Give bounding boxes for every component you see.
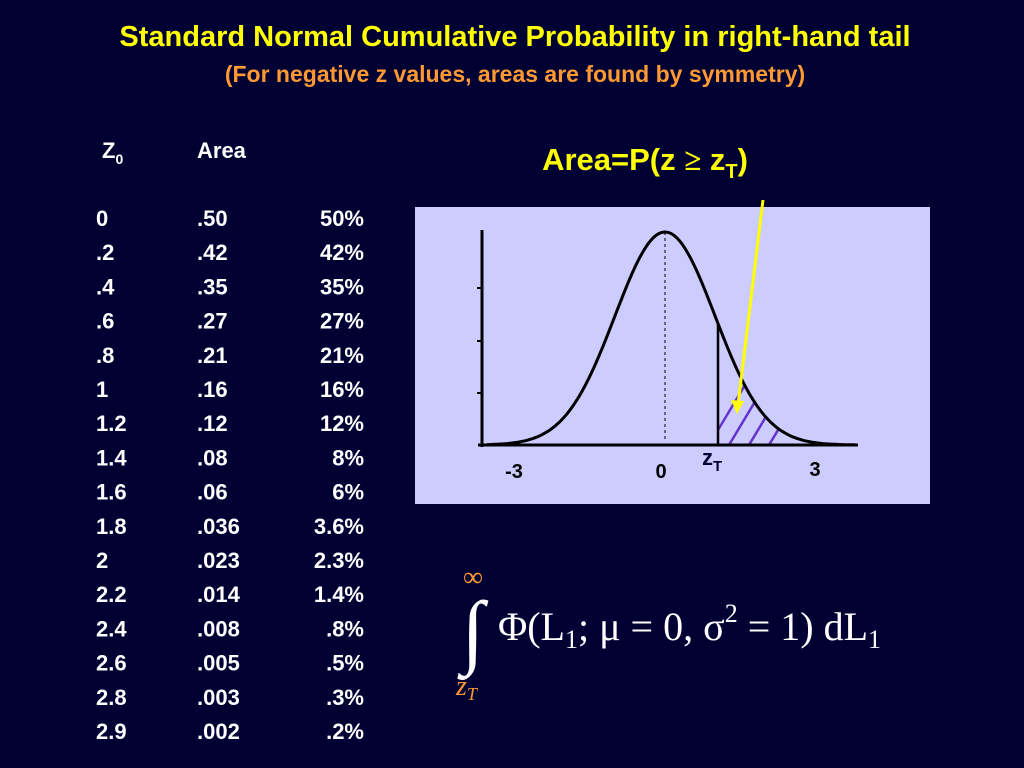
f-b-sup: 2 [725,599,738,628]
diagram-label: Area=P(z ≥ zT) [542,142,748,183]
z-cell: 2.9 [96,719,127,744]
percent-cell: 50% [320,206,364,231]
zt-z: z [702,445,713,470]
z-cell: .6 [96,309,114,334]
area-cell: .21 [197,343,228,368]
axis-label-right: 3 [809,459,820,481]
area-cell: .08 [197,445,228,470]
z-cell: 2.2 [96,582,127,607]
area-header: Area [197,138,247,163]
integrand: Φ(L1; μ = 0, σ2 = 1) dL1 [498,599,881,654]
percent-cell: 3.6% [314,514,364,539]
lower-sub: T [467,684,479,704]
z-cell: 0 [96,206,108,231]
area-cell: .42 [197,240,228,265]
area-cell: .12 [197,411,228,436]
percent-cell: 1.4% [314,582,364,607]
z-cell: 1 [96,377,108,402]
normal-curve [487,230,855,447]
percent-cell: 2.3% [314,548,364,573]
label-op: ≥ [684,142,701,177]
percent-cell: 12% [320,411,364,436]
axis-label-left: -3 [505,461,523,483]
integral-upper: ∞ [463,562,483,593]
zt-sub: T [713,458,722,475]
lower-z: z [455,671,467,702]
label-sub: T [725,161,737,183]
label-pre: Area=P(z [542,142,684,177]
title: Standard Normal Cumulative Probability i… [119,21,910,53]
integral-lower: zT [455,671,479,704]
percent-cell: .8% [326,616,364,641]
f-c-sub: 1 [868,625,881,654]
axis-label-center: 0 [655,461,666,483]
z-cell: .8 [96,343,114,368]
z-cell: 2.8 [96,685,127,710]
percent-cell: .2% [326,719,364,744]
area-cell: .036 [197,514,240,539]
z-cell: 2.6 [96,651,127,676]
integral-sign: ∫ [457,585,489,680]
diagram-panel [415,207,930,504]
axis-ticks [477,287,482,394]
area-cell: .023 [197,548,240,573]
percent-cell: .3% [326,685,364,710]
percent-cell: 27% [320,309,364,334]
percent-cell: 42% [320,240,364,265]
zt-marker: zT [702,445,722,475]
area-cell: .16 [197,377,228,402]
area-cell: .014 [197,582,241,607]
percent-cell: 6% [332,480,364,505]
arrow-head [731,400,744,414]
z-cell: 2 [96,548,108,573]
z-cell: 1.8 [96,514,127,539]
z-header-text: Z [102,138,115,163]
percent-cell: 21% [320,343,364,368]
subtitle: (For negative z values, areas are found … [225,61,805,87]
area-cell: .008 [197,616,240,641]
z-cell: 1.4 [96,445,127,470]
z-header: Z0 [102,138,123,167]
area-cell: .005 [197,651,240,676]
f-b: ; μ = 0, σ [578,604,725,649]
z-cell: 1.2 [96,411,127,436]
area-cell: .06 [197,480,228,505]
area-cell: .002 [197,719,240,744]
z-cell: .2 [96,240,114,265]
f-c: = 1) dL [738,604,868,649]
area-cell: .35 [197,274,228,299]
f-a: Φ(L [498,604,565,649]
arrow-shaft [736,199,765,406]
percent-cell: 8% [332,445,364,470]
f-a-sub: 1 [565,625,578,654]
percent-cell: .5% [326,651,364,676]
percent-cell: 16% [320,377,364,402]
label-z: z [701,142,725,177]
area-cell: .27 [197,309,228,334]
table-rows: 0 .50 50% .2 .42 42% .4 .35 35% .6 .27 27% .8 .21 21% 1… [96,206,364,744]
z-cell: 2.4 [96,616,127,641]
percent-cell: 35% [320,274,364,299]
z-header-sub: 0 [115,151,123,167]
label-post: ) [738,142,748,177]
area-cell: .50 [197,206,228,231]
area-cell: .003 [197,685,240,710]
z-cell: .4 [96,274,115,299]
z-cell: 1.6 [96,480,127,505]
